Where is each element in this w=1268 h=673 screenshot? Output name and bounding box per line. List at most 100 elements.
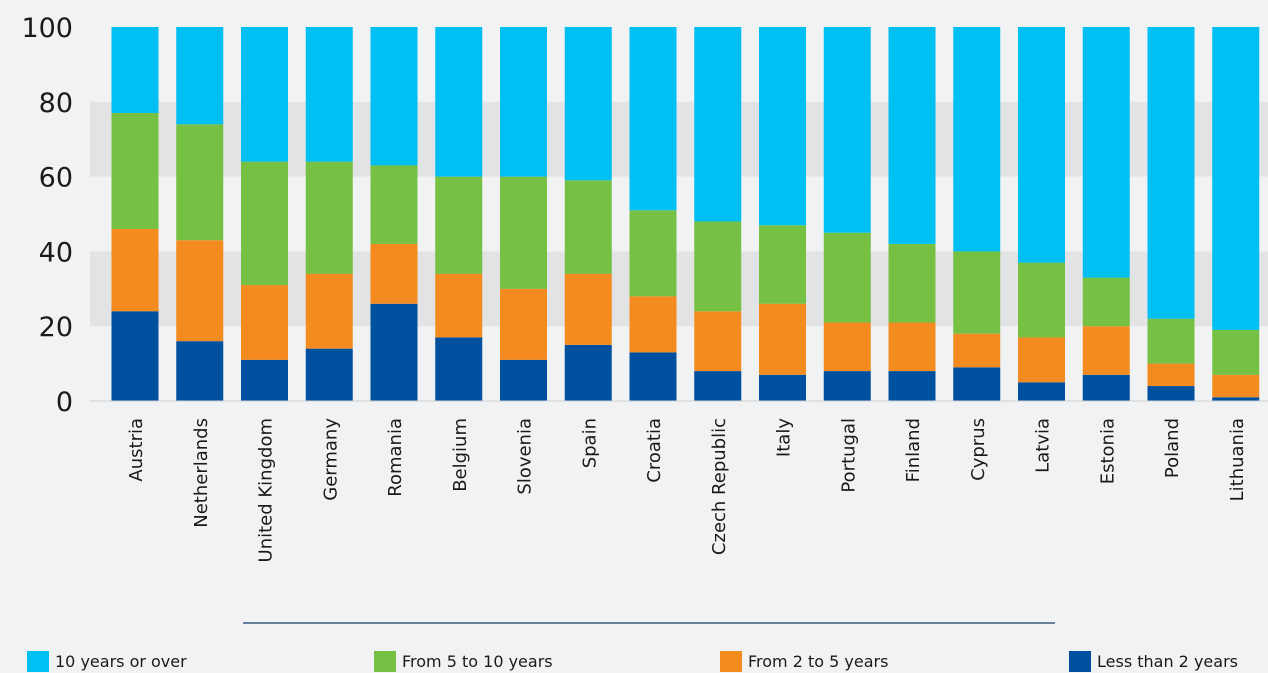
bar-segment xyxy=(435,27,483,177)
y-axis: 0 20 40 60 80 100 xyxy=(21,13,73,418)
x-tick-label: Spain xyxy=(579,418,600,468)
legend-swatch xyxy=(374,651,396,672)
bar-segment xyxy=(694,371,742,401)
bar-segment xyxy=(1212,329,1260,375)
bar-segment xyxy=(694,27,742,222)
x-tick-label: Poland xyxy=(1162,418,1183,478)
y-tick-label: 80 xyxy=(39,88,73,119)
legend: 10 years or over From 5 to 10 years From… xyxy=(0,650,1268,673)
bar-segment xyxy=(888,322,936,372)
bar-segment xyxy=(759,374,806,401)
bar-segment xyxy=(629,27,677,211)
stacked-bar-chart: 0 20 40 60 80 100 Austria Netherlands United Ki… xyxy=(21,13,1268,624)
bar-segment xyxy=(1212,397,1260,401)
bar-segment xyxy=(500,176,547,289)
y-tick-label: 20 xyxy=(39,312,73,343)
bar-segment xyxy=(629,352,677,401)
x-tick-label: Germany xyxy=(320,418,341,501)
legend-label: From 5 to 10 years xyxy=(402,652,553,671)
bar-segment xyxy=(629,210,677,297)
legend-swatch xyxy=(27,651,49,672)
bar-segment xyxy=(564,273,612,345)
bar-segment xyxy=(111,113,159,229)
bar-segment xyxy=(564,27,612,181)
x-tick-label: Netherlands xyxy=(191,418,212,528)
x-tick-label: Estonia xyxy=(1097,418,1118,484)
bar-segment xyxy=(435,337,483,401)
bar-segment xyxy=(1082,374,1130,401)
bar-segment xyxy=(176,240,224,342)
x-tick-label: Slovenia xyxy=(515,418,536,495)
bar-segment xyxy=(1147,318,1195,364)
bar-segment xyxy=(953,333,1001,368)
bar-segment xyxy=(305,161,353,274)
bar-segment xyxy=(1147,386,1195,401)
x-tick-label: Latvia xyxy=(1033,418,1054,473)
x-tick-label: Cyprus xyxy=(968,418,989,481)
x-tick-label: Finland xyxy=(903,418,924,482)
bar-segment xyxy=(1082,27,1130,278)
bar-segment xyxy=(241,27,288,162)
bar-segment xyxy=(111,311,159,401)
bar-segment xyxy=(241,359,288,401)
x-tick-label: Croatia xyxy=(644,418,665,483)
bar-segment xyxy=(435,273,483,338)
legend-item-5-to-10-years: From 5 to 10 years xyxy=(374,650,553,673)
bar-segment xyxy=(1018,262,1065,338)
x-tick-label: Belgium xyxy=(450,418,471,492)
x-tick-label: Czech Republic xyxy=(709,418,730,555)
legend-swatch xyxy=(1069,651,1091,672)
bar-segment xyxy=(111,228,159,312)
bar-segment xyxy=(370,165,418,244)
bar-segment xyxy=(953,367,1001,401)
bar-segment xyxy=(629,296,677,353)
bar-segment xyxy=(694,311,742,372)
bar-segment xyxy=(176,341,224,401)
bar-segment xyxy=(435,176,483,274)
bar-segment xyxy=(1018,27,1065,263)
bar-segment xyxy=(370,27,418,166)
bars xyxy=(111,27,1260,401)
x-tick-label: United Kingdom xyxy=(256,418,277,562)
bar-segment xyxy=(305,348,353,401)
y-tick-label: 60 xyxy=(39,163,73,194)
bar-segment xyxy=(305,27,353,162)
legend-item-2-to-5-years: From 2 to 5 years xyxy=(720,650,888,673)
bar-segment xyxy=(241,285,288,360)
y-tick-label: 40 xyxy=(39,237,73,268)
bar-segment xyxy=(305,273,353,349)
bar-segment xyxy=(888,243,936,323)
legend-label: 10 years or over xyxy=(55,652,187,671)
bar-segment xyxy=(1018,382,1065,401)
bar-segment xyxy=(370,243,418,304)
y-tick-label: 0 xyxy=(56,387,73,418)
bar-segment xyxy=(1212,27,1260,330)
bar-segment xyxy=(241,161,288,286)
bar-segment xyxy=(500,27,547,177)
bar-segment xyxy=(176,124,224,241)
bar-segment xyxy=(823,27,871,233)
x-tick-label: Italy xyxy=(774,418,795,457)
x-tick-label: Romania xyxy=(385,418,406,497)
bar-segment xyxy=(564,180,612,274)
bar-segment xyxy=(759,27,806,226)
bar-segment xyxy=(953,251,1001,334)
bar-segment xyxy=(1082,277,1130,327)
bar-segment xyxy=(500,288,547,360)
legend-item-10-years-or-over: 10 years or over xyxy=(27,650,187,673)
bar-segment xyxy=(759,225,806,304)
bar-segment xyxy=(823,322,871,372)
legend-item-less-than-2-years: Less than 2 years xyxy=(1069,650,1238,673)
bar-segment xyxy=(953,27,1001,252)
bar-segment xyxy=(564,344,612,401)
x-tick-label: Portugal xyxy=(838,418,859,493)
legend-label: From 2 to 5 years xyxy=(748,652,889,671)
bar-segment xyxy=(370,303,418,401)
y-tick-label: 100 xyxy=(21,13,73,44)
bar-segment xyxy=(823,232,871,323)
bar-segment xyxy=(176,27,224,125)
bar-segment xyxy=(500,359,547,401)
bar-segment xyxy=(823,371,871,401)
bar-segment xyxy=(1147,363,1195,387)
legend-label: Less than 2 years xyxy=(1097,652,1238,671)
